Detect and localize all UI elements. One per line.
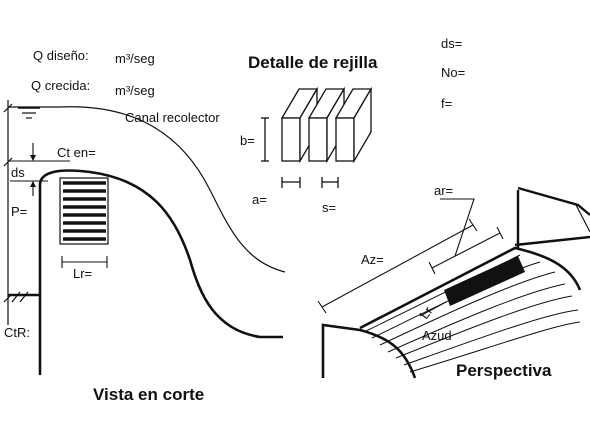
az-label: Az=: [361, 252, 384, 267]
ar-label: ar=: [434, 183, 453, 198]
weir-body-outline: [38, 169, 283, 375]
perspective-title: Perspectiva: [456, 361, 552, 380]
tick-mark: [3, 157, 13, 167]
river-bed-label: CtR:: [4, 325, 30, 340]
bar-3-side: [353, 86, 372, 164]
q-design-label: Q diseño:: [33, 48, 89, 63]
lr-label: Lr=: [73, 266, 92, 281]
ar-dimension-tick: [496, 226, 504, 240]
param-no: No=: [441, 65, 465, 80]
tick-mark: [3, 103, 13, 113]
grate-bars: [63, 181, 106, 241]
weir-crest-outline: [359, 246, 582, 330]
grate-detail-drawing: [261, 86, 373, 188]
q-flood-label: Q crecida:: [31, 78, 90, 93]
bar-3-front: [335, 117, 355, 162]
q-design-unit: m³/seg: [115, 51, 155, 66]
ar-leader: [440, 198, 475, 257]
weir-label: Azud: [422, 328, 452, 343]
ds-arrowhead: [30, 155, 36, 161]
q-flood-unit: m³/seg: [115, 83, 155, 98]
section-title: Vista en corte: [93, 385, 204, 404]
lr-perspective-leader: [419, 301, 447, 317]
lr-perspective-label: Lr: [417, 303, 436, 322]
perspective-drawing: [317, 186, 590, 379]
grate-detail-title: Detalle de rejilla: [248, 53, 378, 72]
ar-dimension-tick: [428, 261, 436, 275]
bar-2-front: [308, 117, 328, 162]
perspective-grate-slot: [444, 256, 525, 306]
bar-1-front: [281, 117, 301, 162]
ar-dimension-line: [431, 232, 501, 269]
crest-elevation-label: Ct en=: [57, 145, 96, 160]
az-dimension-line: [321, 224, 474, 308]
a-label: a=: [252, 192, 267, 207]
back-wall-edge: [574, 202, 590, 233]
s-label: s=: [322, 200, 336, 215]
param-ds: ds=: [441, 36, 462, 51]
hatch: [11, 291, 21, 303]
weir-surface-lines: [363, 254, 581, 373]
hatch: [19, 291, 29, 303]
b-label: b=: [240, 133, 255, 148]
az-dimension-tick: [317, 300, 327, 314]
az-dimension-tick: [468, 218, 478, 232]
ds-arrowhead: [30, 181, 36, 187]
ds-label: ds: [11, 165, 25, 180]
back-wall: [514, 186, 590, 248]
weir-front-face: [321, 323, 417, 379]
param-f: f=: [441, 96, 452, 111]
collector-channel-label: Canal recolector: [125, 110, 220, 125]
grate-opening: [59, 177, 109, 245]
section-view: [3, 100, 286, 375]
flood-water-surface: [8, 106, 286, 273]
p-label: P=: [11, 204, 27, 219]
